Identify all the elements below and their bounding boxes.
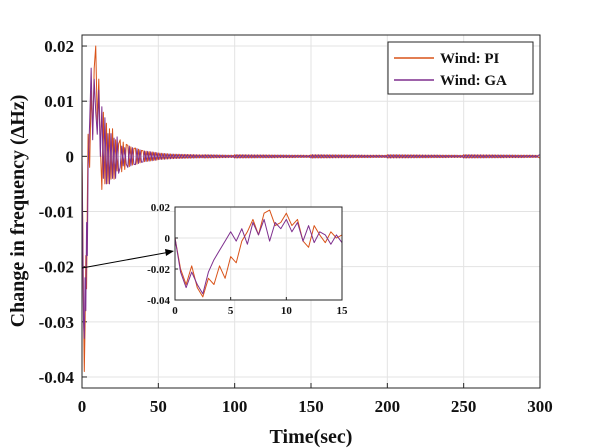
main-axes-frame: [81, 34, 541, 389]
y-tick-label: 0.01: [44, 92, 74, 111]
inset-plot-area: [174, 209, 343, 298]
y-tick-label: 0.02: [44, 37, 74, 56]
y-tick-label: 0: [165, 233, 171, 245]
y-tick-label: -0.04: [147, 295, 170, 307]
zoom-arrow: [81, 249, 174, 269]
main-plot-area: [81, 45, 541, 372]
legend-label-wind-ga: Wind: GA: [440, 73, 507, 89]
x-tick-label: 0: [78, 397, 87, 416]
inset-axes-frame: [174, 206, 343, 301]
x-tick-label: 10: [281, 305, 293, 317]
y-tick-label: -0.01: [39, 203, 74, 222]
legend: Wind: PI Wind: GA: [387, 41, 534, 95]
y-tick-label: -0.02: [39, 258, 74, 277]
zoom-arrow-head: [165, 249, 174, 256]
y-tick-label: 0.02: [151, 202, 171, 214]
x-tick-label: 15: [337, 305, 349, 317]
legend-box: [387, 41, 534, 95]
x-tick-label: 250: [451, 397, 477, 416]
zoom-arrow-line: [81, 251, 171, 269]
inset-y-tick-labels: 0.02 0 -0.02 -0.04: [147, 202, 170, 307]
inset-background: [175, 207, 342, 300]
y-axis-label: Change in frequency (ΔHz): [7, 95, 29, 328]
x-tick-label: 300: [527, 397, 553, 416]
main-y-tick-labels: 0.02 0.01 0 -0.01 -0.02 -0.03 -0.04: [39, 37, 75, 387]
legend-label-wind-pi: Wind: PI: [440, 51, 499, 67]
y-tick-label: -0.02: [147, 264, 170, 276]
main-grid: [81, 35, 541, 388]
inset-chart: 0 5 10 15 0.02 0 -0.02 -0.04: [147, 202, 348, 317]
x-axis-label: Time(sec): [270, 426, 353, 448]
y-tick-label: -0.04: [39, 368, 75, 387]
series-line-wind-ga-inset: [174, 218, 343, 295]
x-tick-label: 200: [375, 397, 401, 416]
inset-x-tick-labels: 0 5 10 15: [172, 305, 348, 317]
series-line-wind-ga: [81, 67, 541, 339]
y-tick-label: -0.03: [39, 313, 74, 332]
x-tick-label: 150: [298, 397, 324, 416]
main-x-tick-labels: 0 50 100 150 200 250 300: [78, 397, 553, 416]
y-tick-label: 0: [66, 147, 75, 166]
x-tick-label: 50: [150, 397, 167, 416]
x-tick-label: 0: [172, 305, 178, 317]
x-tick-label: 5: [228, 305, 234, 317]
x-tick-label: 100: [222, 397, 248, 416]
